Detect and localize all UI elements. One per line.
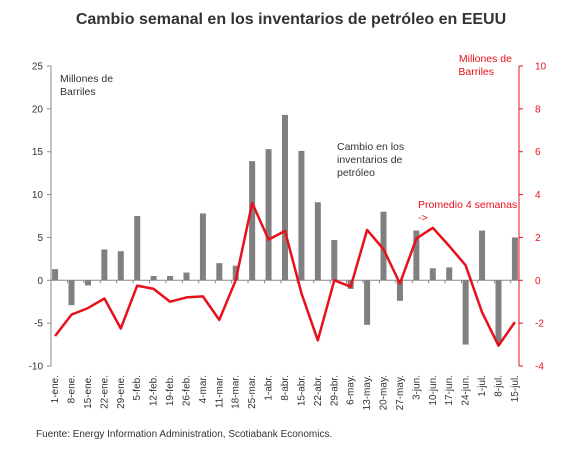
x-axis-tick-label: 8-jul. [493,375,504,397]
bar [364,280,371,325]
right-axis-tick-label: 0 [535,276,541,287]
bar [167,276,174,281]
bar [413,230,420,281]
bar [84,280,91,286]
left-axis-label-line-1: Millones de [60,73,113,85]
x-axis-tick-label: 12-feb. [149,375,160,406]
right-axis-tick-label: 8 [535,104,541,115]
x-axis-tick-label: 18-mar. [231,375,242,409]
x-axis-tick-label: 15-ene. [83,375,94,409]
right-axis-label-line-1: Millones de [459,53,512,65]
bar [462,280,469,345]
left-axis-tick-label: 5 [37,233,43,244]
x-axis-tick-label: 29-abr. [329,375,340,406]
bar [232,265,239,281]
line-annotation-line-2: -> [418,212,428,224]
bar [183,272,190,281]
bar [396,280,403,301]
x-axis-tick-label: 25-mar. [247,375,258,409]
x-axis-tick-label: 1-abr. [264,375,275,401]
x-axis-tick-label: 15-jul. [510,375,521,402]
left-axis-tick-label: 0 [37,276,43,287]
bar [216,263,223,281]
bar [380,211,387,281]
bar [495,280,502,343]
x-axis-tick-label: 5-feb. [132,375,143,401]
bar [479,230,486,281]
bar-annotation-line-2: inventarios de [337,154,403,166]
x-axis-tick-label: 20-may. [379,375,390,410]
right-axis-tick-label: -4 [535,362,544,373]
x-axis-tick-label: 15-abr. [296,375,307,406]
right-axis-tick-label: 10 [535,62,547,73]
x-axis-tick-label: 17-jun. [444,375,455,406]
bar [331,240,338,281]
right-axis-label: Millones de Barriles [458,53,512,78]
bar [68,280,75,306]
x-axis-tick-label: 1-jul. [477,375,488,397]
bar-annotation-line-1: Cambio en los [337,141,404,153]
source-note: Fuente: Energy Information Administratio… [36,429,332,440]
plot-area: -10 -5 0 5 10 15 20 25 -4 -2 0 2 4 6 8 10 1-ene. 8-ene. 15… [29,62,547,411]
bar [446,267,453,281]
left-axis-tick-label: 25 [32,62,44,73]
x-axis-tick-label: 8-ene. [67,375,78,403]
bar [199,213,206,281]
x-axis-tick-label: 22-abr. [313,375,324,406]
x-axis-tick-label: 8-abr. [280,375,291,401]
x-axis-tick-label: 13-may. [362,375,373,410]
right-axis-tick-label: 2 [535,233,541,244]
right-axis-tick-label: -2 [535,319,544,330]
bar [150,276,157,281]
bar [511,237,518,281]
x-axis-tick-label: 3-jun. [411,375,422,400]
bar [117,251,124,281]
bar [249,161,256,281]
x-axis-tick-label: 22-ene. [99,375,110,409]
series-line-promedio-4-semanas [54,201,516,347]
x-axis-tick-label: 26-feb. [181,375,192,406]
bar [265,149,272,281]
left-axis-label: Millones de Barriles [60,73,113,98]
left-axis-tick-label: -5 [34,319,43,330]
left-axis-tick-label: -10 [29,362,44,373]
left-axis-tick-label: 15 [32,147,44,158]
right-axis-label-line-2: Barriles [458,66,494,78]
bar [429,268,436,281]
x-axis-tick-label: 19-feb. [165,375,176,406]
x-axis-tick-label: 10-jun. [428,375,439,406]
x-axis-tick-label: 11-mar. [214,375,225,408]
right-axis-tick-label: 6 [535,147,541,158]
bar [52,269,59,281]
left-axis-tick-label: 20 [32,104,44,115]
right-axis-tick-label: 4 [535,190,541,201]
left-axis-label-line-2: Barriles [60,86,96,98]
x-axis-tick-label: 27-may. [395,375,406,410]
left-axis-tick-label: 10 [32,190,44,201]
bar [134,216,141,281]
x-axis-tick-label: 24-jun. [461,375,472,406]
bar [298,150,305,281]
x-axis-tick-label: 29-ene. [116,375,127,409]
bar [282,114,288,281]
line-annotation-line-1: Promedio 4 semanas [418,199,517,211]
chart-title: Cambio semanal en los inventarios de pet… [76,11,506,28]
bar [314,202,321,281]
bar-series-annotation: Cambio en los inventarios de petróleo [337,141,404,179]
x-axis-tick-label: 1-ene. [50,375,61,403]
line-series-annotation: Promedio 4 semanas -> [418,199,517,224]
x-axis-tick-label: 6-may. [346,375,357,405]
bar-annotation-line-3: petróleo [337,167,375,179]
x-axis-tick-label: 4-mar. [198,375,209,403]
bar [101,249,108,281]
